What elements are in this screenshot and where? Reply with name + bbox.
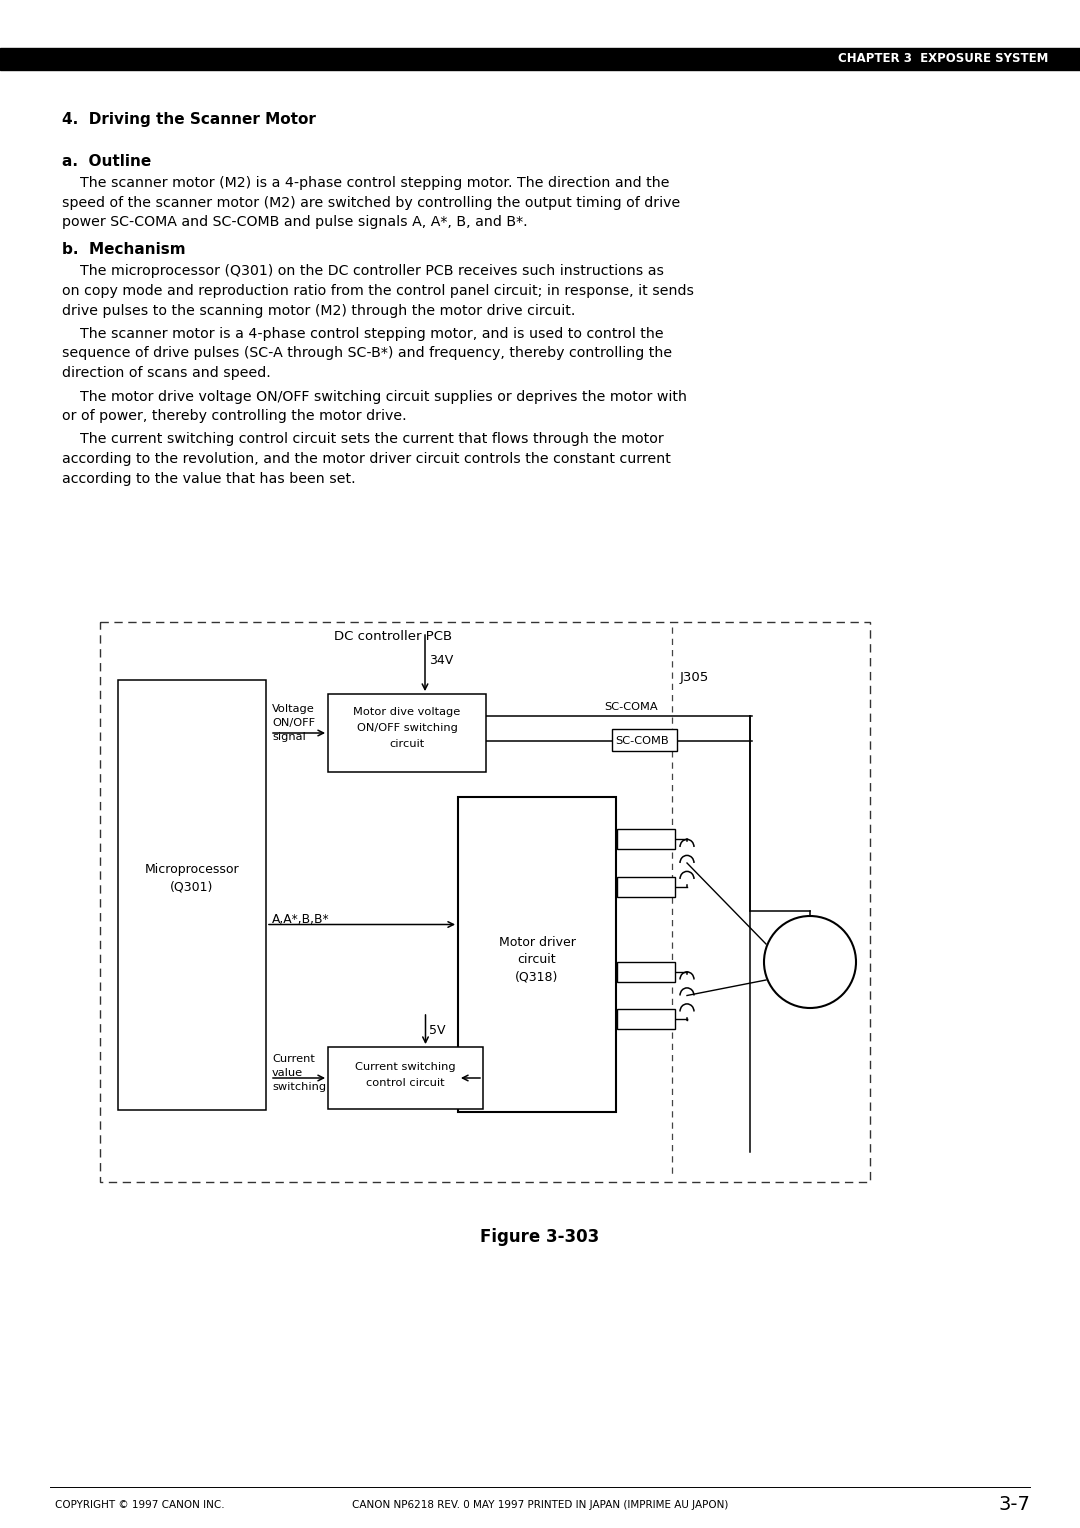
Text: according to the revolution, and the motor driver circuit controls the constant : according to the revolution, and the mot… bbox=[62, 452, 671, 466]
Text: ON/OFF: ON/OFF bbox=[272, 718, 315, 727]
Text: according to the value that has been set.: according to the value that has been set… bbox=[62, 472, 355, 486]
Text: speed of the scanner motor (M2) are switched by controlling the output timing of: speed of the scanner motor (M2) are swit… bbox=[62, 196, 680, 209]
Text: SC-A*: SC-A* bbox=[621, 882, 653, 892]
Bar bbox=[612, 729, 677, 750]
Text: The scanner motor is a 4-phase control stepping motor, and is used to control th: The scanner motor is a 4-phase control s… bbox=[62, 327, 663, 341]
Bar bbox=[100, 622, 870, 1183]
Text: 34V: 34V bbox=[429, 654, 454, 666]
Text: b.  Mechanism: b. Mechanism bbox=[62, 243, 186, 258]
Text: or of power, thereby controlling the motor drive.: or of power, thereby controlling the mot… bbox=[62, 410, 407, 423]
Text: M2: M2 bbox=[798, 957, 822, 972]
Text: The motor drive voltage ON/OFF switching circuit supplies or deprives the motor : The motor drive voltage ON/OFF switching… bbox=[62, 390, 687, 403]
Text: CHAPTER 3  EXPOSURE SYSTEM: CHAPTER 3 EXPOSURE SYSTEM bbox=[838, 52, 1048, 66]
Text: Motor dive voltage: Motor dive voltage bbox=[353, 707, 461, 717]
Text: power SC-COMA and SC-COMB and pulse signals A, A*, B, and B*.: power SC-COMA and SC-COMB and pulse sign… bbox=[62, 215, 528, 229]
Text: circuit: circuit bbox=[517, 953, 556, 966]
Text: SC-B*: SC-B* bbox=[621, 1015, 653, 1024]
Text: Voltage: Voltage bbox=[272, 704, 314, 714]
Text: control circuit: control circuit bbox=[366, 1077, 445, 1088]
Text: drive pulses to the scanning motor (M2) through the motor drive circuit.: drive pulses to the scanning motor (M2) … bbox=[62, 304, 576, 318]
Bar bbox=[617, 1008, 675, 1028]
Text: SC-B: SC-B bbox=[621, 967, 648, 976]
Bar bbox=[458, 798, 616, 1112]
Bar bbox=[0, 47, 1080, 70]
Text: Microprocessor: Microprocessor bbox=[145, 863, 240, 876]
Text: (Q318): (Q318) bbox=[515, 970, 558, 983]
Text: sequence of drive pulses (SC-A through SC-B*) and frequency, thereby controlling: sequence of drive pulses (SC-A through S… bbox=[62, 347, 672, 361]
Text: circuit: circuit bbox=[390, 740, 424, 749]
Bar bbox=[617, 963, 675, 983]
Text: The scanner motor (M2) is a 4-phase control stepping motor. The direction and th: The scanner motor (M2) is a 4-phase cont… bbox=[62, 176, 670, 189]
Text: 4.  Driving the Scanner Motor: 4. Driving the Scanner Motor bbox=[62, 112, 315, 127]
Circle shape bbox=[764, 915, 856, 1008]
Text: CANON NP6218 REV. 0 MAY 1997 PRINTED IN JAPAN (IMPRIME AU JAPON): CANON NP6218 REV. 0 MAY 1997 PRINTED IN … bbox=[352, 1500, 728, 1510]
Text: A,A*,B,B*: A,A*,B,B* bbox=[272, 912, 329, 926]
Text: The microprocessor (Q301) on the DC controller PCB receives such instructions as: The microprocessor (Q301) on the DC cont… bbox=[62, 264, 664, 278]
Text: value: value bbox=[272, 1068, 303, 1077]
Text: Current: Current bbox=[272, 1054, 315, 1063]
Text: DC controller PCB: DC controller PCB bbox=[334, 630, 451, 642]
Text: direction of scans and speed.: direction of scans and speed. bbox=[62, 367, 271, 380]
Text: 3-7: 3-7 bbox=[998, 1496, 1030, 1514]
Bar bbox=[617, 830, 675, 850]
Text: (Q301): (Q301) bbox=[171, 880, 214, 894]
Bar bbox=[328, 694, 486, 772]
Text: SC-COMB: SC-COMB bbox=[615, 736, 669, 746]
Text: a.  Outline: a. Outline bbox=[62, 154, 151, 170]
Text: SC-A: SC-A bbox=[621, 834, 648, 843]
Bar bbox=[328, 1047, 483, 1109]
Text: The current switching control circuit sets the current that flows through the mo: The current switching control circuit se… bbox=[62, 432, 664, 446]
Text: Motor driver: Motor driver bbox=[499, 937, 576, 949]
Text: Current switching: Current switching bbox=[355, 1062, 456, 1073]
Text: signal: signal bbox=[272, 732, 306, 743]
Text: ON/OFF switching: ON/OFF switching bbox=[356, 723, 458, 733]
Text: COPYRIGHT © 1997 CANON INC.: COPYRIGHT © 1997 CANON INC. bbox=[55, 1500, 225, 1510]
Text: J305: J305 bbox=[680, 671, 710, 683]
Bar bbox=[617, 877, 675, 897]
Bar bbox=[118, 680, 266, 1109]
Bar bbox=[1052, 49, 1072, 69]
Text: 5V: 5V bbox=[430, 1024, 446, 1036]
Text: SC-COMA: SC-COMA bbox=[604, 701, 658, 712]
Text: switching: switching bbox=[272, 1082, 326, 1093]
Text: on copy mode and reproduction ratio from the control panel circuit; in response,: on copy mode and reproduction ratio from… bbox=[62, 284, 694, 298]
Text: Figure 3-303: Figure 3-303 bbox=[481, 1229, 599, 1245]
